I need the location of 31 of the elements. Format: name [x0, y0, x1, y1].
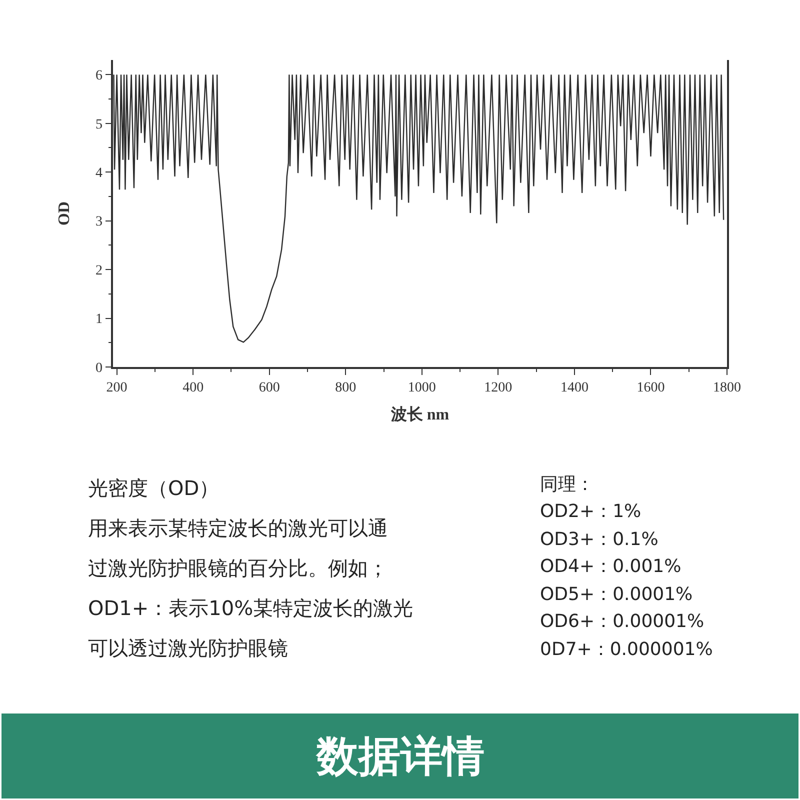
- text: OD3+：0.1%: [540, 529, 658, 550]
- y-tick-label: 6: [95, 68, 102, 84]
- x-tick-label: 1600: [636, 380, 665, 396]
- y-tick-label: 1: [95, 312, 102, 328]
- y-tick-label: 4: [95, 166, 102, 181]
- y-tick-label: 3: [95, 214, 102, 230]
- x-tick-label: 1000: [408, 380, 436, 396]
- y-axis-title: OD: [56, 202, 73, 226]
- text: OD5+：0.0001%: [540, 584, 693, 605]
- x-tick-label: 1200: [484, 380, 512, 396]
- text: 数据详情: [316, 732, 484, 780]
- text: 用来表示某特定波长的激光可以通: [88, 516, 388, 540]
- x-tick-label: 600: [258, 380, 280, 396]
- x-axis-title: 波长 nm: [390, 406, 450, 424]
- text: 0D7+：0.000001%: [540, 639, 713, 660]
- text: OD4+：0.001%: [540, 556, 682, 577]
- text: OD2+：1%: [540, 501, 642, 522]
- text: OD6+：0.00001%: [540, 611, 704, 632]
- x-tick-label: 1400: [560, 380, 588, 396]
- text: OD1+：表示10%某特定波长的激光: [88, 596, 414, 620]
- y-tick-label: 0: [95, 360, 102, 376]
- text: 过激光防护眼镜的百分比。例如；: [88, 556, 388, 580]
- x-tick-label: 200: [106, 380, 128, 396]
- y-tick-label: 2: [95, 263, 102, 278]
- x-tick-label: 1800: [713, 380, 741, 396]
- x-tick-label: 400: [182, 380, 204, 396]
- text: 光密度（OD）: [88, 476, 220, 500]
- x-tick-label: 800: [335, 380, 356, 396]
- y-tick-label: 5: [95, 117, 102, 132]
- text: 同理：: [540, 474, 594, 495]
- text: 可以透过激光防护眼镜: [88, 636, 288, 660]
